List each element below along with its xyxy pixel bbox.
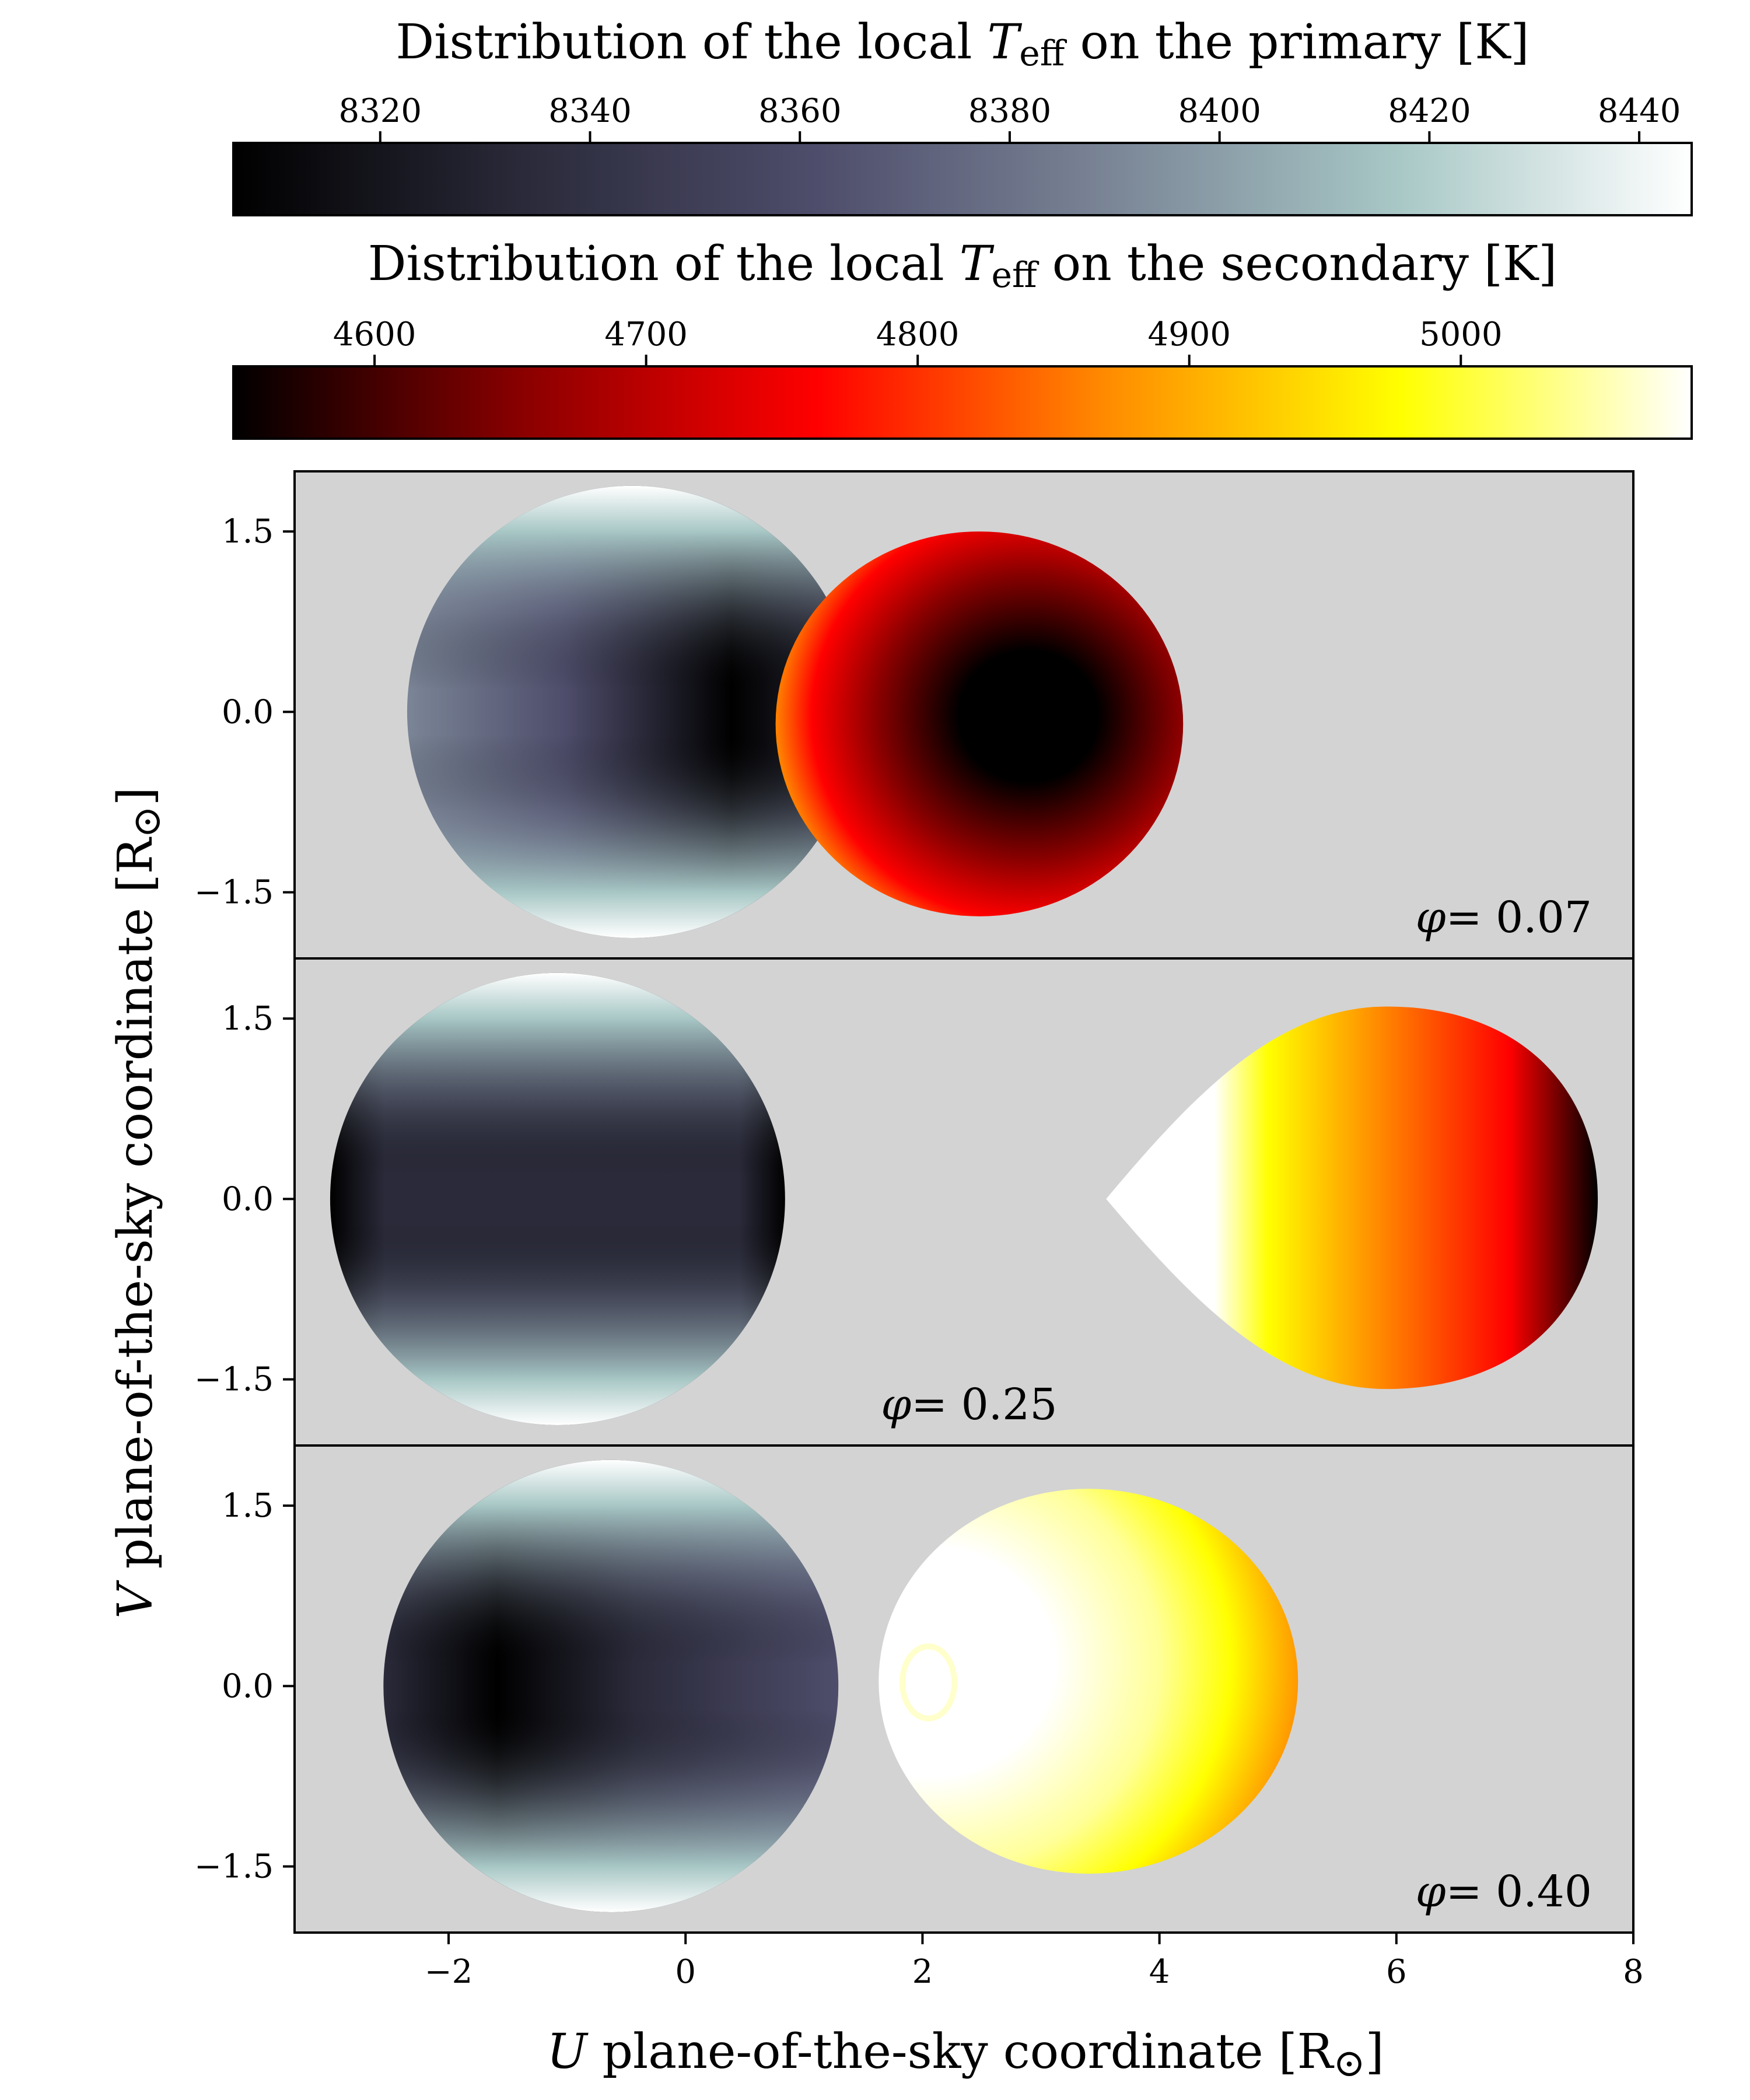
y-tick-label: −1.5: [194, 1361, 274, 1399]
y-tick-label: −1.5: [194, 874, 274, 912]
secondary-star: [775, 531, 1184, 916]
secondary-star-spot: [899, 1643, 958, 1722]
axes: 1.5 0.0 −1.5 1.5 0.0 −1.5 1.5 0.0 −1.5 −2 0 2 4 6 8: [194, 470, 1644, 1991]
primary-star-limb: [407, 485, 858, 938]
x-tick-label: 4: [1149, 1953, 1170, 1991]
secondary-colorbar-bar: [232, 365, 1693, 440]
primary-star: [383, 1460, 839, 1912]
secondary-star: [878, 1489, 1298, 1874]
y-tick-label: 0.0: [222, 1180, 274, 1218]
secondary-star-disk: [1106, 1006, 1598, 1390]
y-tick-label: 0.0: [222, 693, 274, 731]
x-tick-label: −2: [425, 1953, 473, 1991]
primary-star-limb: [383, 1460, 839, 1912]
primary-colorbar-ticks: 8320 8340 8360 8380 8400 8420 8440: [339, 92, 1681, 143]
phase-panel: φ= 0.40: [295, 1446, 1633, 1933]
colorbar-tick-label: 5000: [1419, 316, 1503, 354]
colorbar-tick-label: 8420: [1388, 92, 1471, 130]
secondary-star: [1106, 1006, 1598, 1390]
secondary-star-disk: [775, 531, 1184, 916]
colorbar-tick-label: 4600: [333, 316, 416, 354]
x-tick-label: 8: [1623, 1953, 1644, 1991]
colorbar-tick-label: 8320: [339, 92, 422, 130]
x-tick-label: 0: [675, 1953, 696, 1991]
colorbar-tick-label: 4800: [876, 316, 960, 354]
secondary-colorbar-ticks: 4600 4700 4800 4900 5000: [333, 316, 1503, 366]
colorbar-tick-label: 8440: [1598, 92, 1681, 130]
secondary-colorbar: Distribution of the local Teff on the se…: [232, 236, 1693, 440]
panel-frame: [293, 1444, 1634, 1934]
primary-colorbar-title: Distribution of the local Teff on the pr…: [396, 15, 1530, 74]
star-panels: φ= 0.07 φ= 0.25 φ= 0.40: [295, 471, 1633, 1933]
y-tick-label: 1.5: [222, 1000, 274, 1038]
y-axis-label: V plane-of-the-sky coordinate [R⊙]: [108, 787, 169, 1618]
x-axis-label: U plane-of-the-sky coordinate [R⊙]: [547, 2024, 1384, 2085]
primary-star-limb: [330, 972, 785, 1425]
phase-label: φ= 0.40: [1416, 1867, 1592, 1917]
primary-star: [330, 972, 785, 1425]
phase-label: φ= 0.25: [881, 1380, 1057, 1430]
primary-star: [407, 485, 858, 938]
colorbar-tick-label: 4700: [604, 316, 688, 354]
phase-label: φ= 0.07: [1416, 892, 1592, 943]
x-tick-label: 2: [912, 1953, 933, 1991]
phase-panel: φ= 0.25: [295, 958, 1633, 1446]
phase-panel: φ= 0.07: [295, 471, 1633, 958]
colorbar-tick-label: 4900: [1147, 316, 1231, 354]
colorbar-tick-label: 8360: [758, 92, 842, 130]
secondary-colorbar-title: Distribution of the local Teff on the se…: [368, 236, 1557, 296]
colorbar-tick-label: 8400: [1178, 92, 1261, 130]
y-tick-label: 1.5: [222, 1487, 274, 1525]
y-tick-label: 0.0: [222, 1667, 274, 1705]
y-tick-label: −1.5: [194, 1848, 274, 1886]
primary-colorbar-bar: [232, 142, 1693, 216]
secondary-star-disk: [878, 1489, 1298, 1874]
colorbar-tick-label: 8340: [548, 92, 632, 130]
y-tick-label: 1.5: [222, 513, 274, 551]
colorbar-tick-label: 8380: [968, 92, 1052, 130]
primary-colorbar: Distribution of the local Teff on the pr…: [232, 15, 1693, 216]
x-tick-label: 6: [1386, 1953, 1407, 1991]
